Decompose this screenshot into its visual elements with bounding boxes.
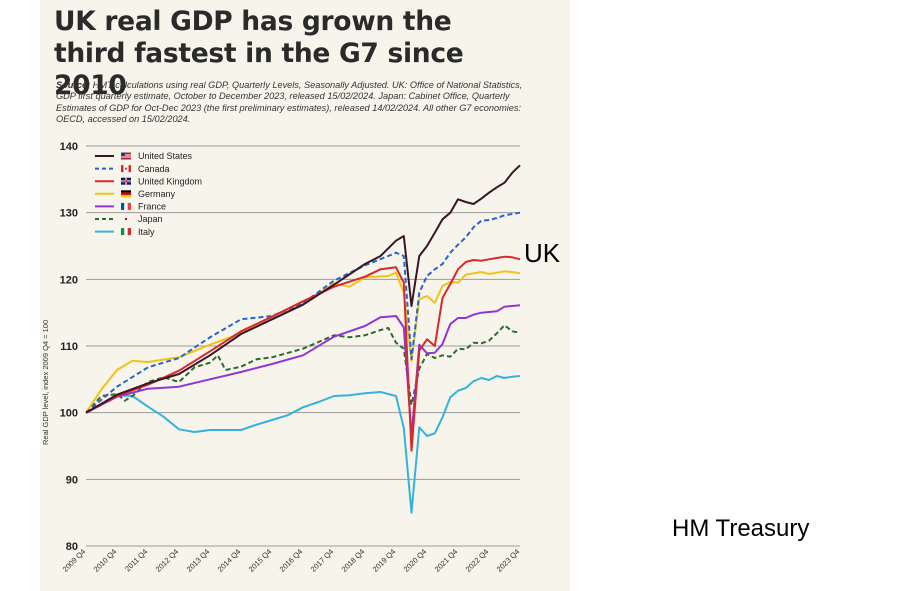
x-tick-label: 2011 Q4 <box>123 547 149 573</box>
x-axis-ticks: 2009 Q4 2010 Q4 2011 Q4 2012 Q4 2013 Q4 2014 … <box>61 547 522 574</box>
legend-label: Germany <box>138 189 176 199</box>
y-tick-label: 120 <box>60 274 78 286</box>
x-tick-label: 2013 Q4 <box>185 547 212 574</box>
x-tick-label: 2022 Q4 <box>464 547 491 574</box>
uk-annotation: UK <box>524 238 561 268</box>
source-text: HMT calculations using real GDP, Quarter… <box>56 80 523 125</box>
legend-label: United States <box>138 151 193 161</box>
source-note: Source: HMT calculations using real GDP,… <box>56 80 526 126</box>
y-axis-ticks: 80 90 100 110 120 130 140 <box>60 141 78 553</box>
x-tick-label: 2021 Q4 <box>433 547 460 574</box>
series-line-canada <box>85 211 521 414</box>
series-line-france <box>85 304 521 437</box>
x-tick-label: 2012 Q4 <box>154 547 181 574</box>
x-tick-label: 2020 Q4 <box>402 547 429 574</box>
x-tick-label: 2018 Q4 <box>340 547 367 574</box>
x-tick-label: 2015 Q4 <box>247 547 274 574</box>
publisher-label: HM Treasury <box>672 515 810 542</box>
x-tick-label: 2014 Q4 <box>216 547 243 574</box>
series-line-japan <box>85 324 521 414</box>
x-tick-label: 2016 Q4 <box>278 547 305 574</box>
x-tick-label: 2010 Q4 <box>92 547 119 574</box>
legend-label: Japan <box>138 214 163 224</box>
legend-label: Canada <box>138 164 170 174</box>
series-line-united-states <box>85 164 521 414</box>
y-tick-label: 110 <box>60 341 78 353</box>
legend-label: United Kingdom <box>138 176 202 186</box>
flag-icon <box>125 218 127 220</box>
y-tick-label: 80 <box>66 541 78 553</box>
legend-label: France <box>138 202 166 212</box>
y-tick-label: 140 <box>60 141 78 153</box>
x-tick-label: 2017 Q4 <box>309 547 336 574</box>
series-line-united-kingdom <box>85 255 521 452</box>
legend-label: Italy <box>138 227 155 237</box>
y-axis-label: Real GDP level, index 2009 Q4 = 100 <box>41 320 50 445</box>
series-line-germany <box>85 270 521 414</box>
flag-icon <box>121 228 131 236</box>
gridlines <box>86 145 520 547</box>
series-lines <box>85 164 521 514</box>
y-tick-label: 90 <box>66 474 78 486</box>
y-tick-label: 100 <box>60 408 78 420</box>
x-tick-label: 2019 Q4 <box>371 547 398 574</box>
y-tick-label: 130 <box>60 208 78 220</box>
chart-title: UK real GDP has grown the third fastest … <box>54 6 464 101</box>
flag-icon <box>121 152 131 160</box>
flag-icon <box>121 165 131 173</box>
x-tick-label: 2023 Q4 <box>495 547 522 574</box>
flag-icon <box>121 202 131 210</box>
source-label: Source: <box>56 80 91 90</box>
flag-icon <box>121 190 131 198</box>
flag-icon <box>121 177 131 185</box>
series-line-italy <box>85 375 521 514</box>
legend: United States Canada United Kingdom Germany… <box>95 151 202 237</box>
chart-panel <box>40 0 570 591</box>
